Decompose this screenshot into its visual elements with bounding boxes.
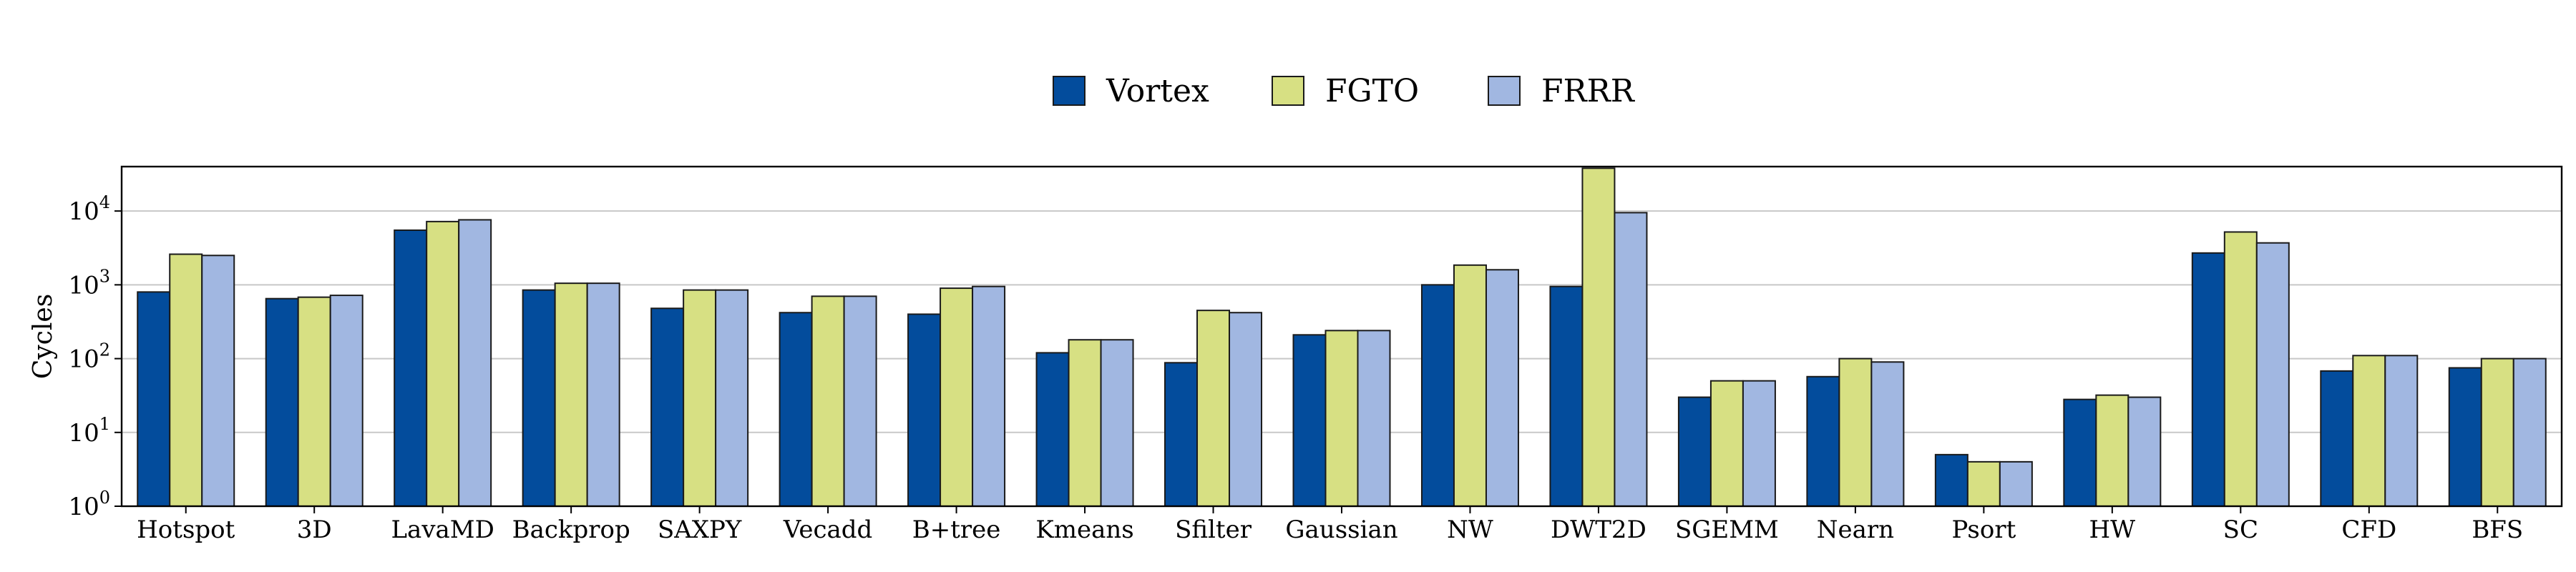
bar-frrr-psort: [1999, 460, 2033, 507]
bar-fgto-sfilter: [1196, 310, 1231, 507]
y-axis: 100 101 102 103 104: [68, 192, 122, 521]
bar-frrr-sc: [2255, 242, 2290, 507]
x-tick-label: SAXPY: [658, 516, 742, 544]
bar-frrr-b+tree: [972, 285, 1006, 507]
bar-fgto-backprop: [554, 282, 588, 507]
bar-vortex-sgemm: [1677, 396, 1712, 507]
bars: [137, 167, 2547, 508]
bar-frrr-gaussian: [1357, 330, 1391, 507]
bar-frrr-sgemm: [1742, 380, 1776, 508]
bar-fgto-bfs: [2480, 358, 2514, 507]
y-tick-label: 100: [68, 488, 110, 521]
bar-fgto-lavamd: [426, 220, 460, 507]
bar-frrr-nearn: [1870, 361, 1905, 507]
bar-vortex-nw: [1420, 284, 1455, 507]
bar-fgto-nearn: [1838, 358, 1873, 507]
bar-fgto-vecadd: [811, 295, 845, 507]
y-axis-label: Cycles: [29, 294, 58, 379]
bar-frrr-cfd: [2384, 355, 2419, 507]
x-tick-label: CFD: [2341, 516, 2396, 544]
legend-swatch-fgto: [1272, 76, 1304, 106]
x-tick-label: Sfilter: [1175, 516, 1252, 544]
bar-vortex-lavamd: [394, 229, 428, 507]
bar-fgto-psort: [1966, 460, 2001, 507]
bar-frrr-hotspot: [201, 255, 235, 507]
x-tick-label: Psort: [1951, 516, 2016, 544]
bar-fgto-b+tree: [940, 287, 974, 507]
legend-swatch-frrr: [1488, 76, 1521, 106]
bar-vortex-hw: [2063, 398, 2097, 507]
x-tick-label: Gaussian: [1285, 516, 1397, 544]
x-tick-label: 3D: [297, 516, 332, 544]
legend-swatch-vortex: [1053, 76, 1085, 106]
x-tick-label: Nearn: [1817, 516, 1894, 544]
y-tick-label: 102: [68, 340, 110, 374]
bar-fgto-3d: [297, 296, 331, 507]
bar-frrr-backprop: [586, 282, 620, 507]
bar-vortex-nearn: [1806, 375, 1840, 508]
bar-frrr-kmeans: [1100, 339, 1134, 507]
bar-fgto-cfd: [2352, 355, 2386, 507]
x-tick-label: BFS: [2472, 516, 2523, 544]
x-axis: Hotspot 3D LavaMD Backprop SAXPY Vecadd B+tree…: [137, 506, 2523, 544]
x-tick-label: Kmeans: [1035, 516, 1133, 544]
legend: Vortex FGTO FRRR: [1053, 73, 1636, 109]
legend-label-fgto: FGTO: [1325, 73, 1419, 109]
bar-vortex-cfd: [2320, 370, 2354, 507]
bar-fgto-sc: [2223, 231, 2258, 507]
bar-fgto-sgemm: [1709, 380, 1744, 508]
bar-vortex-hotspot: [137, 291, 171, 507]
bar-fgto-gaussian: [1324, 330, 1359, 507]
x-tick-label: Vecadd: [783, 516, 872, 544]
bar-vortex-sc: [2191, 252, 2225, 507]
bar-vortex-psort: [1934, 453, 1968, 508]
bar-fgto-kmeans: [1068, 339, 1102, 507]
bar-frrr-nw: [1485, 269, 1519, 507]
bar-vortex-dwt2d: [1549, 285, 1584, 507]
bar-frrr-bfs: [2512, 358, 2547, 507]
bar-vortex-kmeans: [1035, 352, 1070, 507]
bar-vortex-sfilter: [1164, 362, 1199, 507]
bar-fgto-nw: [1453, 264, 1487, 507]
bar-fgto-dwt2d: [1581, 167, 1616, 507]
bar-fgto-hotspot: [169, 253, 203, 507]
bar-frrr-sfilter: [1229, 312, 1263, 507]
x-tick-label: DWT2D: [1551, 516, 1646, 544]
x-tick-label: LavaMD: [391, 516, 494, 544]
y-tick-label: 104: [68, 192, 110, 226]
bar-frrr-dwt2d: [1614, 212, 1648, 507]
legend-label-frrr: FRRR: [1541, 73, 1636, 109]
bar-frrr-lavamd: [458, 219, 492, 507]
legend-label-vortex: Vortex: [1106, 73, 1209, 109]
bar-frrr-3d: [329, 295, 364, 507]
x-tick-label: HW: [2089, 516, 2136, 544]
bar-vortex-b+tree: [907, 313, 942, 507]
bar-vortex-backprop: [522, 289, 556, 507]
bar-fgto-hw: [2095, 394, 2129, 508]
y-tick-label: 101: [68, 414, 110, 448]
x-tick-label: SC: [2223, 516, 2258, 544]
bar-vortex-bfs: [2448, 367, 2482, 507]
bar-vortex-3d: [265, 297, 299, 507]
x-tick-label: NW: [1447, 516, 1493, 544]
x-tick-label: SGEMM: [1675, 516, 1779, 544]
y-tick-label: 103: [68, 266, 110, 300]
x-tick-label: Hotspot: [137, 516, 235, 544]
x-tick-label: Backprop: [512, 516, 630, 544]
x-tick-label: B+tree: [912, 516, 1001, 544]
bar-frrr-saxpy: [715, 289, 749, 507]
bar-vortex-saxpy: [650, 307, 685, 507]
bar-frrr-vecadd: [843, 295, 877, 507]
bar-vortex-vecadd: [779, 312, 813, 507]
bar-fgto-saxpy: [683, 289, 717, 507]
bar-vortex-gaussian: [1292, 334, 1327, 507]
bar-frrr-hw: [2127, 396, 2162, 507]
